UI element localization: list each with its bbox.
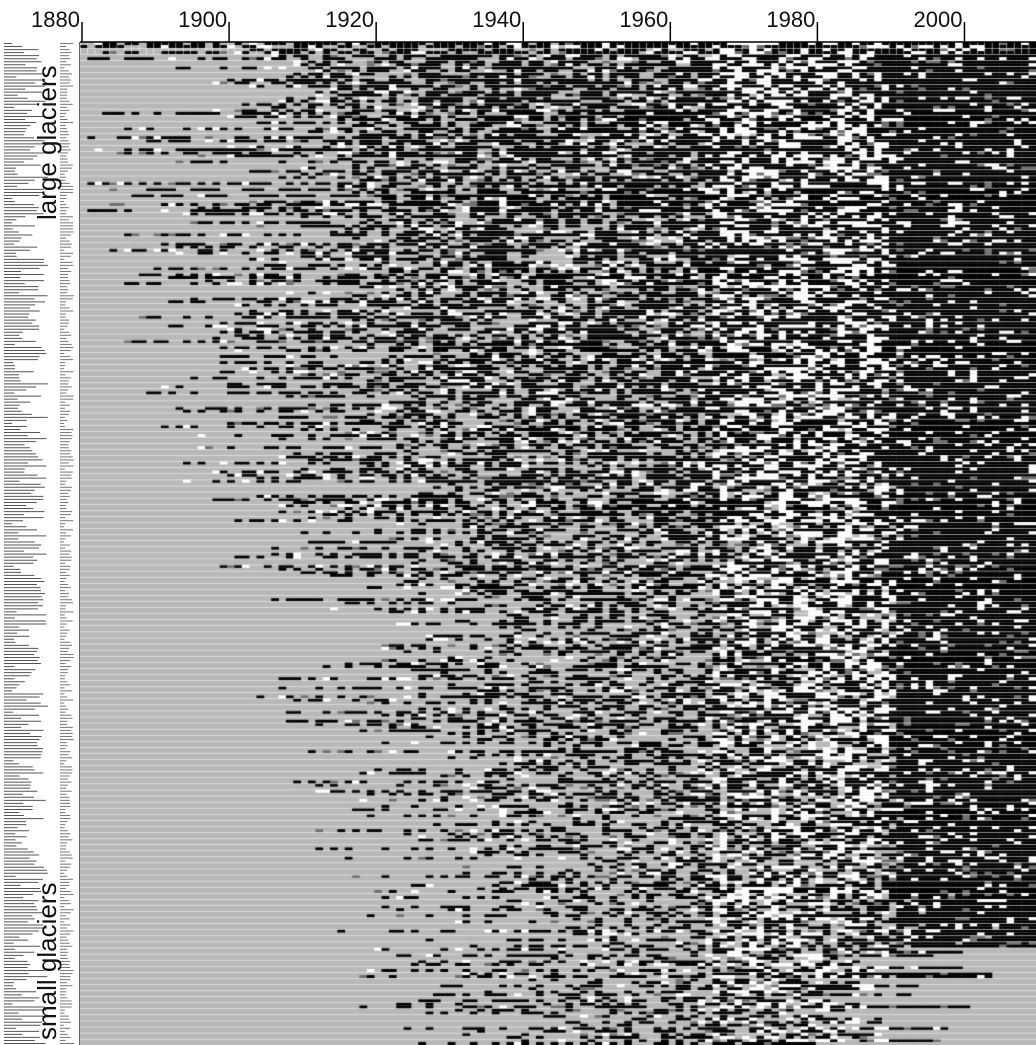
heatmap-grid <box>80 42 1036 1045</box>
x-tick-label-1900: 1900 <box>178 7 227 32</box>
group-label-large-glaciers: large glaciers <box>32 65 62 220</box>
x-tick-label-1960: 1960 <box>619 7 668 32</box>
x-tick-label-2000: 2000 <box>914 7 963 32</box>
glacier-name-lines <box>4 43 74 1044</box>
x-tick-label-1920: 1920 <box>325 7 374 32</box>
x-tick-label-1880: 1880 <box>31 7 80 32</box>
x-axis-ticks: 1880 1900 1920 1940 1960 1980 2000 <box>31 7 966 42</box>
x-tick-label-1980: 1980 <box>766 7 815 32</box>
group-label-small-glaciers: small glaciers <box>32 883 62 1041</box>
x-tick-label-1940: 1940 <box>472 7 521 32</box>
glacier-name-column <box>0 42 80 1045</box>
